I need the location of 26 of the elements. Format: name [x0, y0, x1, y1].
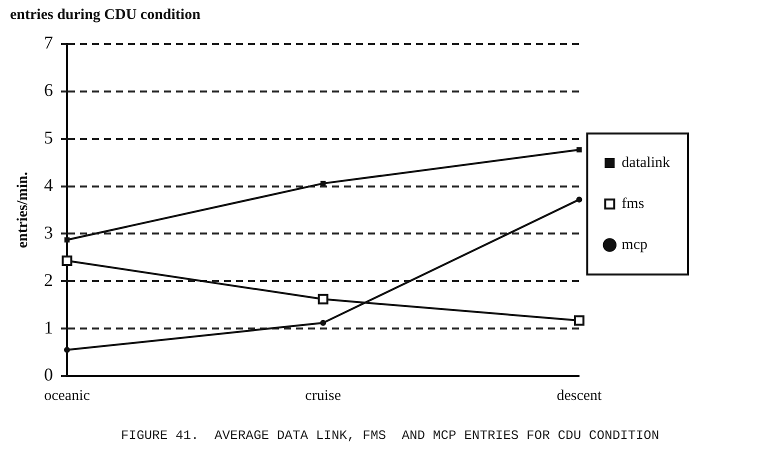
- caption: FIGURE 41. AVERAGE DATA LINK, FMS AND MCP ENTRIES FOR CDU CONDITION: [120, 428, 660, 443]
- point: [64, 237, 70, 242]
- point: [576, 196, 582, 203]
- y-tick-label: 6: [44, 80, 53, 100]
- y-tick-label: 7: [44, 32, 53, 53]
- y-tick-label: 2: [44, 270, 53, 290]
- chart-title: entries during CDU condition: [10, 6, 202, 23]
- x-tick-label: oceanic: [44, 388, 90, 404]
- legend-label: fms: [622, 196, 644, 212]
- point: [574, 315, 584, 326]
- legend-label: mcp: [622, 236, 648, 253]
- legend-label: datalink: [622, 154, 670, 171]
- y-axis-title: entries/min.: [14, 172, 31, 248]
- y-tick-label: 4: [44, 175, 53, 196]
- x-tick-label: descent: [556, 388, 602, 404]
- point: [62, 256, 72, 266]
- y-tick-label: 0: [44, 364, 53, 385]
- point: [320, 180, 326, 186]
- y-tick-label: 1: [44, 317, 53, 338]
- point: [64, 346, 70, 353]
- y-tick-label: 3: [44, 222, 53, 242]
- y-tick-label: 5: [44, 128, 53, 148]
- point: [320, 320, 326, 326]
- point: [576, 147, 582, 152]
- x-tick-label: cruise: [305, 388, 342, 404]
- point: [318, 294, 328, 304]
